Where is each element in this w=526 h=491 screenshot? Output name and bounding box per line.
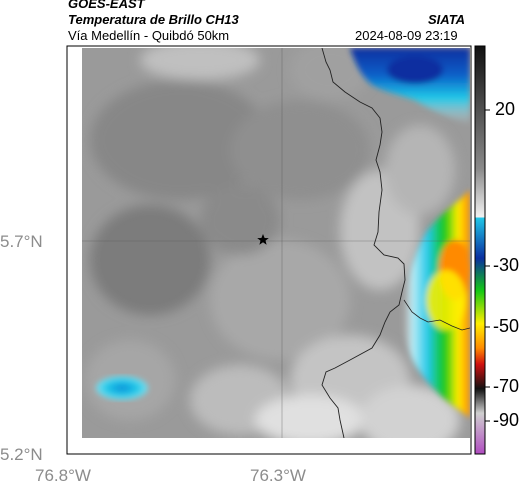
- timestamp: 2024-08-09 23:19: [355, 28, 458, 43]
- lat-label: 5.7°N: [0, 232, 43, 251]
- lon-label: 76.3°W: [250, 466, 306, 485]
- river-line: [403, 299, 470, 331]
- brightness-temperature-field: [82, 48, 470, 438]
- colorbar-tick-label: -70: [493, 376, 520, 396]
- region-subtitle: Vía Medellín - Quibdó 50km: [68, 28, 230, 43]
- colorbar-tick-label: -50: [493, 316, 520, 336]
- border-line: [321, 48, 406, 438]
- colorbar-tick-label: -90: [493, 410, 520, 430]
- colorbar-tick-label: -30: [493, 255, 520, 275]
- satellite-label: GOES-EAST: [68, 0, 145, 11]
- colorbar-tick-label: 20: [495, 99, 516, 119]
- product-title: Temperatura de Brillo CH13: [68, 12, 239, 27]
- star-icon: [257, 234, 269, 245]
- colorbar: [474, 45, 486, 455]
- lon-label: 76.8°W: [35, 466, 91, 485]
- lat-label: 5.2°N: [0, 445, 43, 464]
- org-label: SIATA: [428, 12, 466, 27]
